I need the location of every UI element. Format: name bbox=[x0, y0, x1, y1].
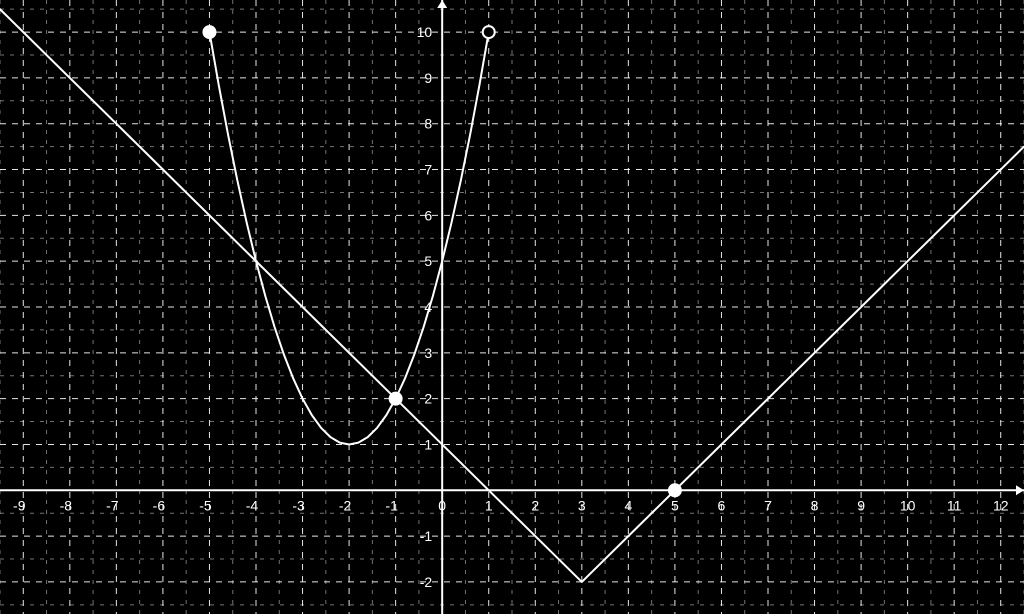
x-tick-label: 2 bbox=[531, 497, 539, 513]
x-tick-label: 1 bbox=[485, 497, 493, 513]
y-tick-label: 5 bbox=[424, 253, 432, 269]
x-tick-label: -9 bbox=[13, 497, 26, 513]
x-tick-label: -2 bbox=[339, 497, 352, 513]
y-tick-label: 2 bbox=[424, 391, 432, 407]
x-tick-label: 4 bbox=[624, 497, 632, 513]
x-tick-label: 12 bbox=[993, 497, 1009, 513]
y-tick-label: -1 bbox=[420, 528, 433, 544]
y-tick-label: -2 bbox=[420, 574, 433, 590]
x-tick-label: 8 bbox=[811, 497, 819, 513]
x-tick-label: 5 bbox=[671, 497, 679, 513]
marker-closed-left-parabola-end bbox=[203, 26, 215, 38]
marker-closed-point-x5 bbox=[669, 484, 681, 496]
marker-closed-intersection-left bbox=[390, 393, 402, 405]
x-tick-label: 3 bbox=[578, 497, 586, 513]
x-tick-label: -3 bbox=[292, 497, 305, 513]
x-tick-label: 9 bbox=[857, 497, 865, 513]
y-tick-label: 6 bbox=[424, 207, 432, 223]
x-tick-label: -1 bbox=[385, 497, 398, 513]
x-tick-label: -7 bbox=[106, 497, 119, 513]
x-tick-label: -5 bbox=[199, 497, 212, 513]
y-tick-label: 9 bbox=[424, 70, 432, 86]
y-tick-label: 8 bbox=[424, 116, 432, 132]
y-tick-label: 10 bbox=[417, 24, 433, 40]
x-tick-label: 10 bbox=[900, 497, 916, 513]
x-tick-label: 0 bbox=[438, 497, 446, 513]
y-tick-label: 7 bbox=[424, 162, 432, 178]
marker-open-right-parabola-end bbox=[483, 26, 495, 38]
x-tick-label: -6 bbox=[153, 497, 166, 513]
x-tick-label: 7 bbox=[764, 497, 772, 513]
coordinate-graph: -9-8-7-6-5-4-3-2-10123456789101112-2-112… bbox=[0, 0, 1024, 614]
x-tick-label: -4 bbox=[246, 497, 259, 513]
x-tick-label: 6 bbox=[718, 497, 726, 513]
y-tick-label: 1 bbox=[424, 436, 432, 452]
y-tick-label: 3 bbox=[424, 345, 432, 361]
x-tick-label: -8 bbox=[60, 497, 73, 513]
x-tick-label: 11 bbox=[947, 497, 962, 513]
